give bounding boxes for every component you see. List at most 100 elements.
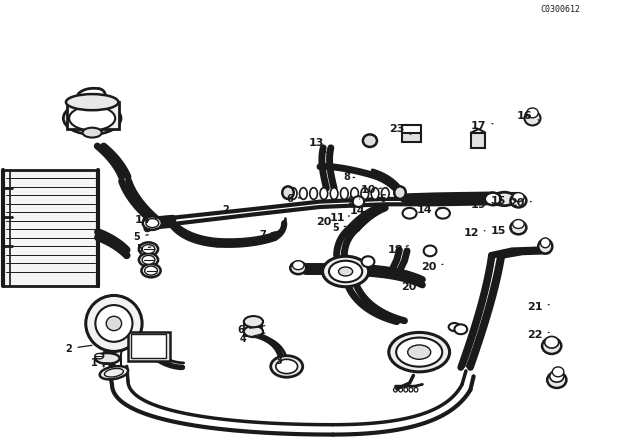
Text: 19: 19	[471, 200, 493, 210]
Ellipse shape	[538, 239, 552, 254]
Ellipse shape	[66, 94, 118, 110]
Ellipse shape	[371, 188, 379, 199]
Text: C0300612: C0300612	[540, 5, 580, 14]
Ellipse shape	[511, 194, 527, 207]
Text: 14: 14	[349, 207, 370, 216]
Ellipse shape	[511, 221, 527, 234]
Bar	[67, 102, 119, 129]
Ellipse shape	[141, 264, 161, 277]
Ellipse shape	[361, 188, 369, 199]
Text: 6: 6	[380, 194, 393, 204]
Text: 20: 20	[509, 198, 531, 208]
Bar	[128, 332, 170, 361]
Ellipse shape	[436, 208, 450, 219]
Ellipse shape	[540, 238, 550, 248]
Text: 13: 13	[308, 138, 326, 152]
Ellipse shape	[351, 188, 358, 199]
Text: 11: 11	[330, 213, 349, 223]
Text: 22: 22	[527, 330, 549, 340]
Ellipse shape	[552, 367, 564, 377]
Ellipse shape	[362, 256, 374, 267]
Ellipse shape	[320, 188, 328, 199]
Ellipse shape	[244, 326, 263, 337]
Text: 3: 3	[275, 355, 287, 366]
Ellipse shape	[408, 345, 431, 359]
Ellipse shape	[323, 256, 369, 287]
Text: 20: 20	[316, 217, 335, 227]
Ellipse shape	[485, 193, 501, 205]
Ellipse shape	[310, 188, 317, 199]
Ellipse shape	[300, 188, 307, 199]
Ellipse shape	[292, 261, 304, 270]
Text: 20: 20	[421, 262, 443, 272]
Ellipse shape	[106, 316, 122, 331]
Ellipse shape	[449, 323, 460, 331]
Ellipse shape	[493, 192, 516, 206]
Text: 9: 9	[348, 196, 360, 206]
Ellipse shape	[244, 316, 263, 327]
Text: 5: 5	[136, 244, 151, 254]
Ellipse shape	[527, 108, 538, 118]
Bar	[471, 133, 485, 148]
Ellipse shape	[340, 188, 348, 199]
Ellipse shape	[139, 242, 158, 256]
Ellipse shape	[394, 186, 406, 199]
Ellipse shape	[403, 208, 417, 219]
Text: 15: 15	[490, 226, 512, 236]
Ellipse shape	[381, 188, 389, 199]
Ellipse shape	[145, 266, 157, 275]
Text: 1: 1	[92, 358, 109, 368]
Bar	[131, 334, 166, 358]
Text: 10: 10	[361, 185, 381, 195]
Ellipse shape	[95, 353, 120, 364]
Text: 6: 6	[286, 194, 301, 204]
Ellipse shape	[396, 338, 442, 366]
Text: 8: 8	[344, 172, 355, 182]
Text: 5: 5	[332, 224, 346, 233]
Ellipse shape	[271, 356, 303, 377]
Text: 16: 16	[517, 111, 539, 121]
Ellipse shape	[339, 267, 353, 276]
Bar	[402, 133, 421, 142]
Ellipse shape	[95, 353, 104, 359]
Text: 15: 15	[490, 196, 512, 206]
Ellipse shape	[276, 359, 298, 374]
Ellipse shape	[282, 186, 294, 199]
Text: 2: 2	[66, 344, 92, 353]
Ellipse shape	[69, 106, 115, 130]
Text: 12: 12	[463, 228, 485, 238]
Ellipse shape	[454, 324, 467, 334]
Ellipse shape	[513, 220, 524, 228]
Ellipse shape	[83, 128, 102, 138]
Text: 23: 23	[389, 124, 411, 134]
Bar	[3, 170, 98, 286]
Ellipse shape	[143, 216, 162, 230]
Ellipse shape	[63, 102, 121, 134]
Ellipse shape	[330, 188, 338, 199]
Ellipse shape	[104, 368, 124, 377]
Text: 21: 21	[527, 302, 549, 312]
Text: 14: 14	[417, 205, 440, 215]
Ellipse shape	[547, 372, 566, 388]
Text: 7: 7	[259, 230, 276, 240]
Bar	[244, 323, 262, 336]
Ellipse shape	[424, 246, 436, 256]
Ellipse shape	[363, 134, 377, 147]
Text: 17: 17	[471, 121, 493, 131]
Text: 2: 2	[222, 205, 239, 215]
Ellipse shape	[550, 370, 564, 382]
Ellipse shape	[95, 305, 132, 342]
Ellipse shape	[142, 255, 155, 264]
Ellipse shape	[389, 332, 450, 372]
Ellipse shape	[291, 262, 307, 274]
Text: 5: 5	[134, 232, 148, 241]
Text: 6: 6	[237, 325, 265, 335]
Ellipse shape	[139, 253, 158, 267]
Ellipse shape	[142, 245, 155, 254]
Text: 4: 4	[240, 333, 265, 344]
Ellipse shape	[86, 296, 142, 351]
Ellipse shape	[525, 111, 540, 125]
Text: 20: 20	[401, 282, 421, 292]
Ellipse shape	[329, 261, 362, 282]
Text: 14: 14	[134, 215, 157, 224]
